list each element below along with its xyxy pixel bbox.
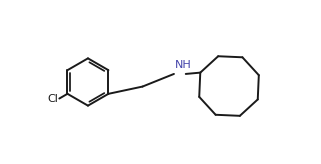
Text: Cl: Cl [48, 93, 58, 103]
Text: NH: NH [175, 60, 192, 70]
